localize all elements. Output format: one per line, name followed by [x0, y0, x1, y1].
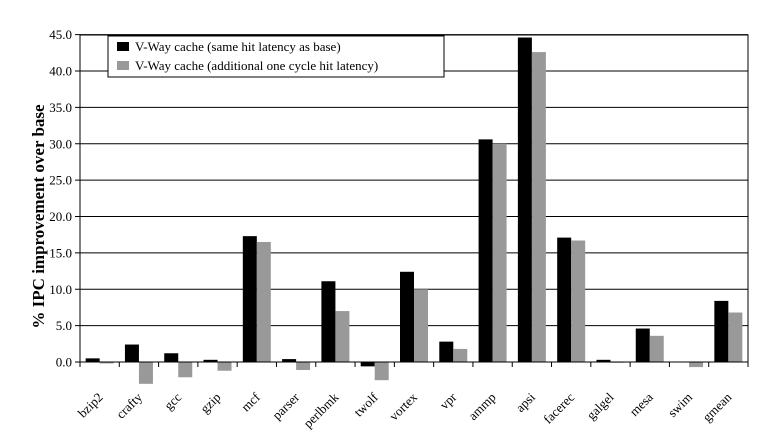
- bar-mesa-series-1: [635, 328, 650, 362]
- bar-galgel-series-1: [596, 359, 611, 362]
- x-category-label-mesa: mesa: [626, 389, 656, 419]
- y-tick-label-5-0: 5.0: [56, 318, 72, 333]
- legend-box: [107, 35, 445, 78]
- x-category-label-apsi: apsi: [513, 389, 539, 415]
- bar-vortex-series-2: [414, 289, 428, 362]
- legend: V-Way cache (same hit latency as base) V…: [107, 35, 445, 78]
- bar-gcc-series-1: [164, 353, 179, 362]
- x-category-label-crafty: crafty: [113, 389, 145, 421]
- x-category-label-facerec: facerec: [540, 389, 577, 426]
- bar-twolf-series-1: [360, 362, 375, 367]
- bar-swim-series-2: [689, 362, 704, 368]
- x-category-label-swim: swim: [665, 390, 696, 421]
- y-tick-label-20-0: 20.0: [49, 209, 72, 224]
- bar-bzip2-series-2: [99, 362, 114, 364]
- bar-gzip-series-2: [217, 362, 232, 371]
- bar-gcc-series-2: [178, 362, 193, 378]
- axes: [79, 34, 749, 363]
- y-tick-label-45-0: 45.0: [49, 27, 72, 42]
- bar-gmean-series-1: [714, 300, 729, 362]
- bar-mcf-series-2: [256, 241, 271, 362]
- bar-crafty-series-2: [138, 362, 153, 384]
- bars: [85, 37, 743, 384]
- x-category-label-vortex: vortex: [386, 389, 420, 423]
- bar-mcf-series-1: [242, 236, 257, 362]
- legend-label-additional-cycle: V-Way cache (additional one cycle hit la…: [135, 58, 378, 73]
- x-category-label-ammp: ammp: [465, 390, 499, 424]
- bar-mesa-series-2: [649, 335, 664, 362]
- bar-apsi-series-1: [517, 37, 532, 362]
- bar-twolf-series-2: [374, 362, 389, 381]
- x-category-label-galgel: galgel: [584, 389, 617, 422]
- bar-facerec-series-1: [557, 237, 572, 362]
- y-tick-label-0-0: 0.0: [56, 355, 72, 370]
- x-category-label-mcf: mcf: [238, 389, 263, 414]
- bar-parser-series-1: [282, 359, 297, 362]
- bar-vpr-series-1: [439, 341, 454, 362]
- bar-vpr-series-2: [453, 348, 468, 362]
- legend-label-same-latency: V-Way cache (same hit latency as base): [135, 39, 341, 54]
- legend-swatch-same-latency: [117, 42, 129, 51]
- bar-perlbmk-series-2: [335, 311, 350, 362]
- y-tick-label-35-0: 35.0: [49, 100, 72, 115]
- bar-ammp-series-2: [492, 143, 507, 362]
- y-tick-label-25-0: 25.0: [49, 173, 72, 188]
- bar-gzip-series-1: [203, 359, 218, 362]
- x-category-label-perlbmk: perlbmk: [300, 389, 342, 431]
- y-axis-title: % IPC improvement over base: [29, 104, 48, 329]
- bar-crafty-series-1: [124, 344, 139, 362]
- bar-apsi-series-2: [531, 52, 546, 362]
- x-category-label-bzip2: bzip2: [75, 390, 106, 421]
- y-tick-label-10-0: 10.0: [49, 282, 72, 297]
- x-category-label-parser: parser: [269, 389, 303, 423]
- y-tick-label-15-0: 15.0: [49, 245, 72, 260]
- y-tick-label-30-0: 30.0: [49, 136, 72, 151]
- bar-ammp-series-1: [478, 139, 493, 362]
- x-category-label-gmean: gmean: [699, 389, 734, 424]
- bar-facerec-series-2: [571, 240, 586, 362]
- legend-swatch-additional-cycle: [117, 61, 129, 70]
- bar-vortex-series-1: [400, 271, 414, 362]
- bar-bzip2-series-1: [85, 358, 100, 362]
- x-category-label-gcc: gcc: [161, 389, 185, 413]
- bar-gmean-series-2: [728, 312, 743, 362]
- y-tick-label-40-0: 40.0: [49, 64, 72, 79]
- y-axis-tick-labels: 0.0 5.0 10.0 15.0 20.0 25.0 30.0 35.0 40.0 45.0: [49, 27, 80, 370]
- x-category-label-twolf: twolf: [351, 389, 381, 419]
- x-category-label-gzip: gzip: [197, 390, 223, 416]
- bar-perlbmk-series-1: [321, 281, 336, 362]
- x-category-label-vpr: vpr: [437, 389, 460, 412]
- bar-parser-series-2: [296, 362, 311, 370]
